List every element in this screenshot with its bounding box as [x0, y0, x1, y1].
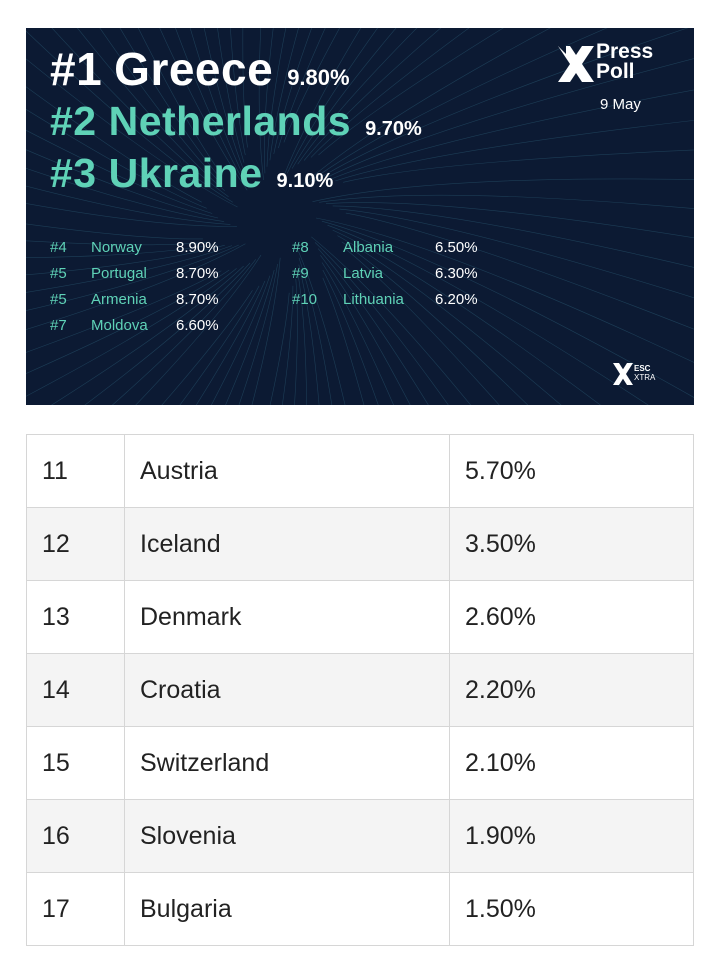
rank-3-row: #3 Ukraine 9.10% — [50, 150, 333, 197]
brand-line-1: Press — [596, 40, 654, 63]
country-cell: Switzerland — [124, 726, 450, 800]
rank-1-number: #1 — [50, 43, 103, 95]
mini-country: Portugal — [91, 265, 147, 282]
table-row: 12 Iceland 3.50% — [26, 507, 694, 581]
mini-percent: 8.90% — [176, 239, 219, 256]
esc-xtra-x-icon — [613, 363, 633, 385]
percent-cell: 2.20% — [449, 653, 694, 727]
rank-2-percent: 9.70% — [365, 118, 422, 140]
mini-percent: 6.20% — [435, 291, 478, 308]
esc-label: ESC — [634, 364, 651, 373]
press-poll-brand: Press Poll 9 May — [556, 40, 680, 114]
country-cell: Bulgaria — [124, 872, 450, 946]
percent-cell: 3.50% — [449, 507, 694, 581]
table-row: 11 Austria 5.70% — [26, 434, 694, 508]
country-cell: Iceland — [124, 507, 450, 581]
mini-percent: 8.70% — [176, 265, 219, 282]
table-row: 15 Switzerland 2.10% — [26, 726, 694, 800]
rank-cell: 12 — [26, 507, 125, 581]
rank-cell: 14 — [26, 653, 125, 727]
rank-cell: 11 — [26, 434, 125, 508]
rank-2-country: Netherlands — [108, 98, 352, 144]
press-poll-x-icon — [558, 46, 594, 82]
rank-2-row: #2 Netherlands 9.70% — [50, 98, 422, 145]
percent-cell: 1.50% — [449, 872, 694, 946]
country-cell: Croatia — [124, 653, 450, 727]
rank-3-percent: 9.10% — [276, 170, 334, 192]
brand-line-2: Poll — [596, 60, 635, 83]
rank-cell: 13 — [26, 580, 125, 654]
rank-cell: 16 — [26, 799, 125, 873]
country-cell: Denmark — [124, 580, 450, 654]
rank-1-row: #1 Greece 9.80% — [50, 42, 350, 96]
mini-rank: #9 — [292, 265, 309, 282]
mini-country: Latvia — [343, 265, 384, 282]
mini-country: Armenia — [91, 291, 147, 308]
rank-3-number: #3 — [50, 150, 97, 196]
mini-rank: #10 — [292, 291, 318, 308]
xtra-label: XTRA — [634, 373, 656, 382]
rank-cell: 17 — [26, 872, 125, 946]
mini-rank: #5 — [50, 291, 67, 308]
rank-2-number: #2 — [50, 98, 97, 144]
mini-rank: #4 — [50, 239, 67, 256]
percent-cell: 1.90% — [449, 799, 694, 873]
mini-rank: #7 — [50, 317, 67, 334]
brand-name: Press Poll — [596, 40, 654, 83]
table-row: 16 Slovenia 1.90% — [26, 799, 694, 873]
mini-percent: 6.60% — [176, 317, 219, 334]
results-banner: #1 Greece 9.80% #2 Netherlands 9.70% #3 Ukrai… — [26, 28, 694, 405]
mini-country: Norway — [91, 239, 142, 256]
abstract-lines-background — [26, 28, 694, 405]
mini-country: Albania — [343, 239, 394, 256]
mini-percent: 6.30% — [435, 265, 478, 282]
poll-date: 9 May — [600, 96, 641, 113]
mini-country: Moldova — [91, 317, 148, 334]
table-row: 14 Croatia 2.20% — [26, 653, 694, 727]
mini-percent: 6.50% — [435, 239, 478, 256]
rank-1-country: Greece — [114, 43, 274, 95]
mini-percent: 8.70% — [176, 291, 219, 308]
rank-cell: 15 — [26, 726, 125, 800]
rank-3-country: Ukraine — [108, 150, 263, 196]
country-cell: Austria — [124, 434, 450, 508]
percent-cell: 2.60% — [449, 580, 694, 654]
table-row: 13 Denmark 2.60% — [26, 580, 694, 654]
table-row: 17 Bulgaria 1.50% — [26, 872, 694, 946]
country-cell: Slovenia — [124, 799, 450, 873]
percent-cell: 2.10% — [449, 726, 694, 800]
mini-rank: #8 — [292, 239, 309, 256]
mini-country: Lithuania — [343, 291, 404, 308]
mini-rank: #5 — [50, 265, 67, 282]
esc-xtra-watermark: ESC XTRA — [612, 361, 672, 391]
rank-1-percent: 9.80% — [287, 65, 350, 90]
rankings-table: 11 Austria 5.70% 12 Iceland 3.50% 13 Den… — [26, 434, 694, 946]
percent-cell: 5.70% — [449, 434, 694, 508]
